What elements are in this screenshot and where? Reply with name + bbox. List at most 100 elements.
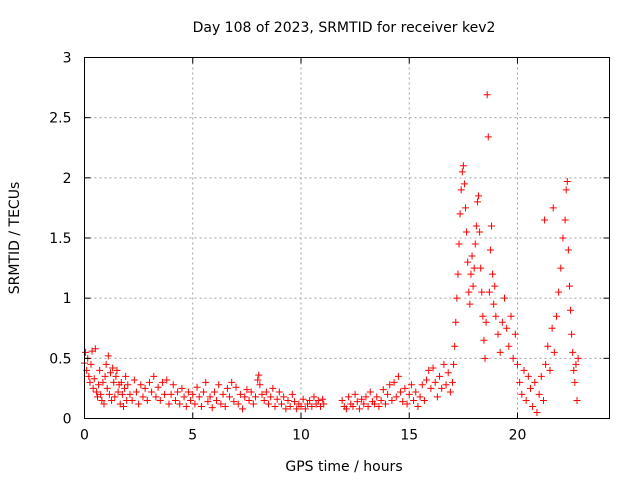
data-point — [410, 396, 418, 404]
data-point — [137, 381, 145, 389]
data-point — [571, 378, 579, 386]
data-point — [509, 354, 517, 362]
data-point — [559, 234, 567, 242]
data-point — [319, 395, 327, 403]
data-point — [165, 400, 173, 408]
y-tick-label: 1 — [63, 291, 72, 307]
data-point — [460, 180, 468, 188]
data-point — [452, 318, 460, 326]
data-point — [312, 400, 320, 408]
y-axis-ticks: 0 0.5 1 1.5 2 2.5 3 — [49, 51, 610, 428]
data-point — [184, 388, 192, 396]
data-point — [397, 388, 405, 396]
data-point — [507, 312, 515, 320]
data-point — [208, 404, 216, 412]
data-point — [135, 400, 143, 408]
data-point — [522, 396, 530, 404]
data-point — [145, 378, 153, 386]
data-point — [139, 393, 147, 401]
data-point — [100, 400, 108, 408]
data-point — [436, 372, 444, 380]
data-point — [478, 288, 486, 296]
data-point — [364, 402, 372, 410]
data-point — [552, 312, 560, 320]
data-point — [455, 240, 463, 248]
data-point — [464, 258, 472, 266]
data-point — [293, 405, 301, 413]
data-point — [557, 264, 565, 272]
data-point — [152, 393, 160, 401]
data-point — [562, 186, 570, 194]
data-point — [529, 402, 537, 410]
data-point — [206, 393, 214, 401]
data-point — [386, 381, 394, 389]
data-point — [565, 282, 573, 290]
data-point — [111, 393, 119, 401]
data-point — [158, 378, 166, 386]
data-point — [258, 390, 266, 398]
data-point — [180, 393, 188, 401]
y-tick-label: 1.5 — [49, 231, 71, 247]
data-point — [468, 252, 476, 260]
data-point — [102, 360, 110, 368]
data-point — [105, 390, 113, 398]
data-point — [505, 342, 513, 350]
data-point — [381, 400, 389, 408]
data-point — [197, 402, 205, 410]
data-point — [156, 396, 164, 404]
data-point — [148, 388, 156, 396]
data-point — [163, 376, 171, 384]
data-point — [570, 366, 578, 374]
data-point — [86, 378, 94, 386]
data-point — [459, 162, 467, 170]
data-point — [101, 372, 109, 380]
data-point — [465, 288, 473, 296]
data-point — [228, 378, 236, 386]
data-point — [471, 240, 479, 248]
data-point — [178, 384, 186, 392]
y-tick-label: 0 — [63, 412, 72, 428]
data-point — [516, 378, 524, 386]
data-point — [202, 378, 210, 386]
data-point — [256, 381, 264, 389]
data-point — [477, 264, 485, 272]
data-point — [182, 402, 190, 410]
data-point — [241, 393, 249, 401]
data-point — [112, 372, 120, 380]
data-point — [215, 381, 223, 389]
data-point — [351, 390, 359, 398]
data-point — [537, 372, 545, 380]
data-point — [314, 396, 322, 404]
data-point — [262, 388, 270, 396]
data-point — [401, 384, 409, 392]
data-point — [236, 390, 244, 398]
data-point — [130, 376, 138, 384]
data-point — [273, 395, 281, 403]
data-point — [210, 388, 218, 396]
data-point — [143, 396, 151, 404]
data-point — [90, 375, 98, 383]
data-point — [450, 360, 458, 368]
data-point — [490, 300, 498, 308]
data-points — [81, 91, 582, 416]
data-point — [269, 384, 277, 392]
data-point — [574, 354, 582, 362]
data-point — [440, 360, 448, 368]
data-point — [472, 222, 480, 230]
data-point — [466, 300, 474, 308]
data-point — [254, 376, 262, 384]
data-point — [128, 396, 136, 404]
data-point — [407, 381, 415, 389]
data-point — [195, 393, 203, 401]
data-point — [299, 395, 307, 403]
data-point — [416, 393, 424, 401]
y-tick-label: 2.5 — [49, 111, 71, 127]
data-point — [174, 388, 182, 396]
data-point — [484, 133, 492, 141]
data-point — [479, 312, 487, 320]
data-point — [546, 366, 554, 374]
data-point — [280, 393, 288, 401]
data-point — [572, 360, 580, 368]
data-point — [568, 330, 576, 338]
data-point — [563, 177, 571, 185]
